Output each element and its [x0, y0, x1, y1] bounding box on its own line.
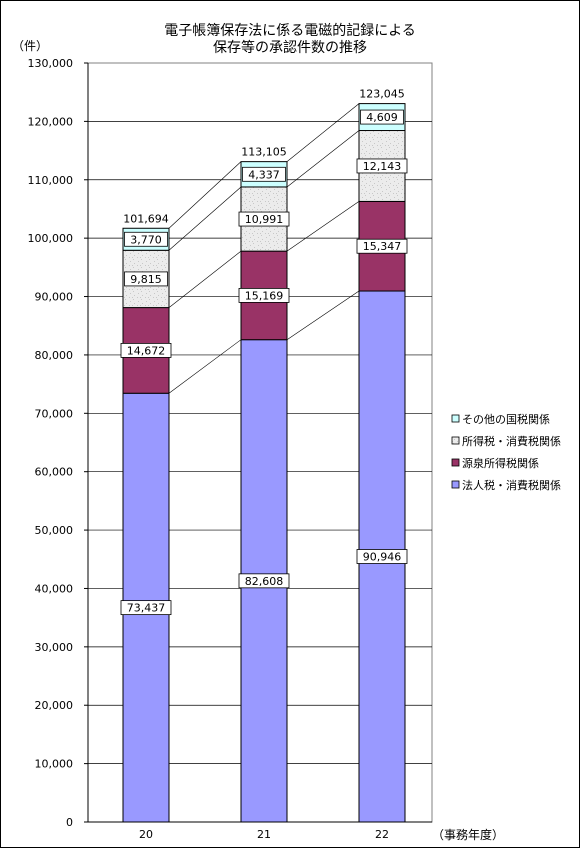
series-connector-line: [168, 339, 242, 394]
data-label-box: [356, 158, 408, 174]
data-label: 12,143: [363, 160, 402, 173]
data-label: 4,337: [248, 168, 280, 181]
y-tick-label: 50,000: [35, 524, 74, 537]
data-label-box: [124, 271, 168, 287]
y-tick-label: 80,000: [35, 349, 74, 362]
x-tick-label: 21: [257, 828, 271, 841]
data-label: 73,437: [127, 602, 166, 615]
data-label-box: [120, 343, 172, 358]
data-label-box: [238, 211, 290, 227]
series-connector-line: [286, 201, 360, 252]
series-connector-line: [168, 250, 242, 308]
chart-title: 電子帳簿保存法に係る電磁的記録による: [164, 23, 416, 39]
y-axis-unit-label: （件）: [12, 39, 49, 53]
data-label-box: [356, 549, 408, 564]
y-tick-label: 0: [66, 816, 73, 829]
data-label: 15,169: [245, 289, 284, 302]
data-label: 3,770: [130, 233, 162, 246]
y-tick-label: 110,000: [28, 174, 74, 187]
y-tick-label: 70,000: [35, 407, 74, 420]
series-connector-line: [286, 103, 360, 162]
legend-entry: その他の国税関係: [462, 412, 550, 426]
legend-entry: 源泉所得税関係: [462, 456, 539, 470]
chart-subtitle: 保存等の承認件数の推移: [213, 40, 367, 56]
total-label: 123,045: [359, 88, 405, 101]
data-label-box: [124, 231, 168, 247]
y-tick-label: 60,000: [35, 466, 74, 479]
legend-swatch: [451, 414, 460, 423]
series-connector-line: [286, 290, 360, 340]
legend-swatch: [451, 480, 460, 489]
data-label: 90,946: [363, 551, 402, 564]
y-tick-label: 90,000: [35, 291, 74, 304]
legend-entry: 所得税・消費税関係: [462, 434, 561, 448]
series-connector-line: [168, 186, 242, 251]
legend-entry: 法人税・消費税関係: [462, 478, 561, 492]
data-label-box: [356, 238, 408, 254]
y-tick-label: 20,000: [35, 699, 74, 712]
x-tick-label: 20: [139, 828, 153, 841]
series-connector-line: [168, 161, 242, 229]
data-label: 15,347: [363, 240, 402, 253]
y-tick-label: 120,000: [28, 115, 74, 128]
y-tick-label: 130,000: [28, 57, 74, 70]
data-label-box: [360, 109, 404, 125]
y-tick-label: 10,000: [35, 758, 74, 771]
x-axis-unit-label: （事務年度）: [432, 828, 505, 842]
y-tick-label: 40,000: [35, 582, 74, 595]
data-label-box: [238, 288, 290, 303]
y-tick-label: 30,000: [35, 641, 74, 654]
total-label: 113,105: [241, 146, 287, 159]
data-label: 14,672: [127, 344, 166, 357]
y-tick-label: 100,000: [28, 232, 74, 245]
legend-swatch: [451, 436, 460, 445]
legend-swatch: [451, 458, 460, 467]
data-label: 9,815: [130, 273, 162, 286]
data-label: 82,608: [245, 575, 284, 588]
total-label: 101,694: [123, 212, 169, 225]
data-label: 4,609: [366, 111, 398, 124]
series-connector-line: [286, 130, 360, 188]
data-label-box: [238, 573, 290, 589]
x-tick-label: 22: [375, 828, 389, 841]
data-label-box: [120, 600, 172, 616]
data-label-box: [242, 166, 286, 182]
data-label: 10,991: [245, 213, 284, 226]
